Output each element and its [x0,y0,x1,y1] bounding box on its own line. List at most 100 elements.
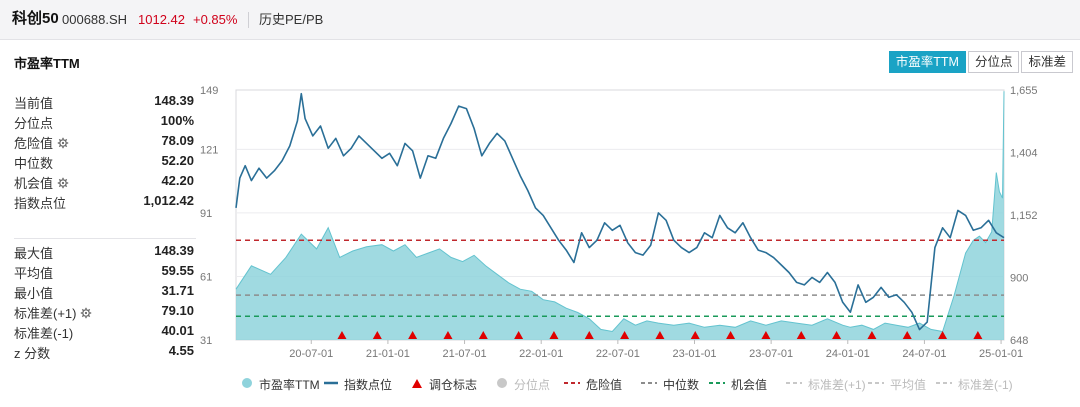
stat-label: 指数点位 [14,196,67,211]
legend-label: 分位点 [514,378,551,392]
stat-label: 标准差(-1) [14,326,74,341]
legend-item[interactable]: 标准差(+1) [786,376,866,393]
gear-icon[interactable] [80,307,92,319]
x-tick-label: 22-01-01 [519,348,563,360]
stat-label: 分位点 [14,116,54,131]
legend-item[interactable]: 分位点 [496,376,550,393]
legend-item[interactable]: 机会值 [709,376,767,393]
stat-value: 31.71 [161,283,194,298]
pe-area-outline [235,91,1005,333]
rebalance-marker [584,331,594,339]
stat-label: 平均值 [14,266,54,281]
index-line-series [235,92,1005,331]
stat-value: 1,012.42 [143,193,194,208]
rebalance-marker [726,331,736,339]
stat-value: 52.20 [161,153,194,168]
legend-dash-icon [709,377,725,392]
stat-label: 标准差(+1) [14,303,92,322]
stat-row: 最大值 148.39 [14,241,194,261]
y-left-tick-label: 121 [200,144,218,156]
stat-label: 中位数 [14,156,54,171]
rebalance-marker [514,331,524,339]
y-left-tick-label: 31 [200,335,212,347]
legend-item[interactable]: 平均值 [868,376,926,393]
stat-row: 标准差(-1) 40.01 [14,321,194,341]
rebalance-marker [902,331,912,339]
x-tick-label: 24-07-01 [902,348,946,360]
x-tick-label: 25-01-01 [979,348,1023,360]
stat-value: 148.39 [154,243,194,258]
stat-value: 100% [160,113,194,128]
legend-label: 机会值 [731,378,768,392]
stat-row: 分位点 100% [14,111,194,131]
rebalance-marker [832,331,842,339]
stat-value: 78.09 [161,133,194,148]
legend-triangle-icon [411,377,423,392]
rebalance-marker [337,331,347,339]
legend-label: 标准差(-1) [958,378,1013,392]
index-change: +0.85% [193,12,238,27]
stat-row: 标准差(+1) 79.10 [14,301,194,321]
index-code: 000688.SH [62,12,128,27]
legend-item[interactable]: 指数点位 [324,376,392,393]
legend-item[interactable]: 调仓标志 [411,376,477,393]
y-right-tick-label: 1,404 [1010,147,1038,159]
legend-item[interactable]: 标准差(-1) [936,376,1013,393]
rebalance-marker [549,331,559,339]
metric-tabs: 市盈率TTM 分位点 标准差 [887,51,1073,73]
header-bar: 科创50 000688.SH 1012.42 +0.85% 历史PE/PB [0,0,1080,40]
stat-label: 机会值 [14,173,69,192]
legend-item[interactable]: 市盈率TTM [241,376,320,393]
legend-item[interactable]: 危险值 [564,376,622,393]
rebalance-marker [655,331,665,339]
legend-label: 危险值 [586,378,623,392]
y-right-tick-label: 900 [1010,272,1028,284]
legend-label: 平均值 [890,378,927,392]
stat-label: 最小值 [14,286,54,301]
rebalance-marker [938,331,948,339]
rebalance-marker [408,331,418,339]
index-name: 科创50 [12,10,59,27]
rebalance-marker [867,331,877,339]
stat-label: 危险值 [14,133,69,152]
x-tick-label: 23-01-01 [672,348,716,360]
x-tick-label: 23-07-01 [749,348,793,360]
tab-std-dev[interactable]: 标准差 [1021,51,1073,73]
stat-row: 中位数 52.20 [14,151,194,171]
legend-dash-icon [936,377,952,392]
legend-dash-icon [868,377,884,392]
header-divider [248,12,249,28]
gear-icon[interactable] [57,177,69,189]
index-price: 1012.42 [138,12,185,27]
tab-percentile[interactable]: 分位点 [967,51,1020,73]
legend-item[interactable]: 中位数 [641,376,699,393]
stat-row: 平均值 59.55 [14,261,194,281]
gear-icon[interactable] [57,137,69,149]
rebalance-marker [690,331,700,339]
rebalance-marker [478,331,488,339]
rebalance-marker [372,331,382,339]
tab-pe-ttm[interactable]: 市盈率TTM [888,51,966,73]
stat-value: 79.10 [161,303,194,318]
stat-row: 当前值 148.39 [14,91,194,111]
legend-dash-icon [564,377,580,392]
stat-label: 最大值 [14,246,54,261]
legend-dot-icon [241,377,253,392]
panel-divider [14,238,196,239]
panel-title: 市盈率TTM [14,56,80,71]
rebalance-marker [973,331,983,339]
stat-row: 机会值 42.20 [14,171,194,191]
legend-dot-icon [496,377,508,392]
legend-label: 标准差(+1) [808,378,866,392]
y-left-tick-label: 91 [200,208,212,220]
x-tick-label: 22-07-01 [596,348,640,360]
rebalance-marker [796,331,806,339]
stat-row: z 分数 4.55 [14,341,194,361]
stat-row: 指数点位 1,012.42 [14,191,194,211]
tab-history-pe-pb[interactable]: 历史PE/PB [259,12,324,27]
legend-label: 调仓标志 [429,378,478,392]
stat-row: 危险值 78.09 [14,131,194,151]
y-left-tick-label: 61 [200,271,212,283]
stat-label: z 分数 [14,346,51,361]
stat-row: 最小值 31.71 [14,281,194,301]
